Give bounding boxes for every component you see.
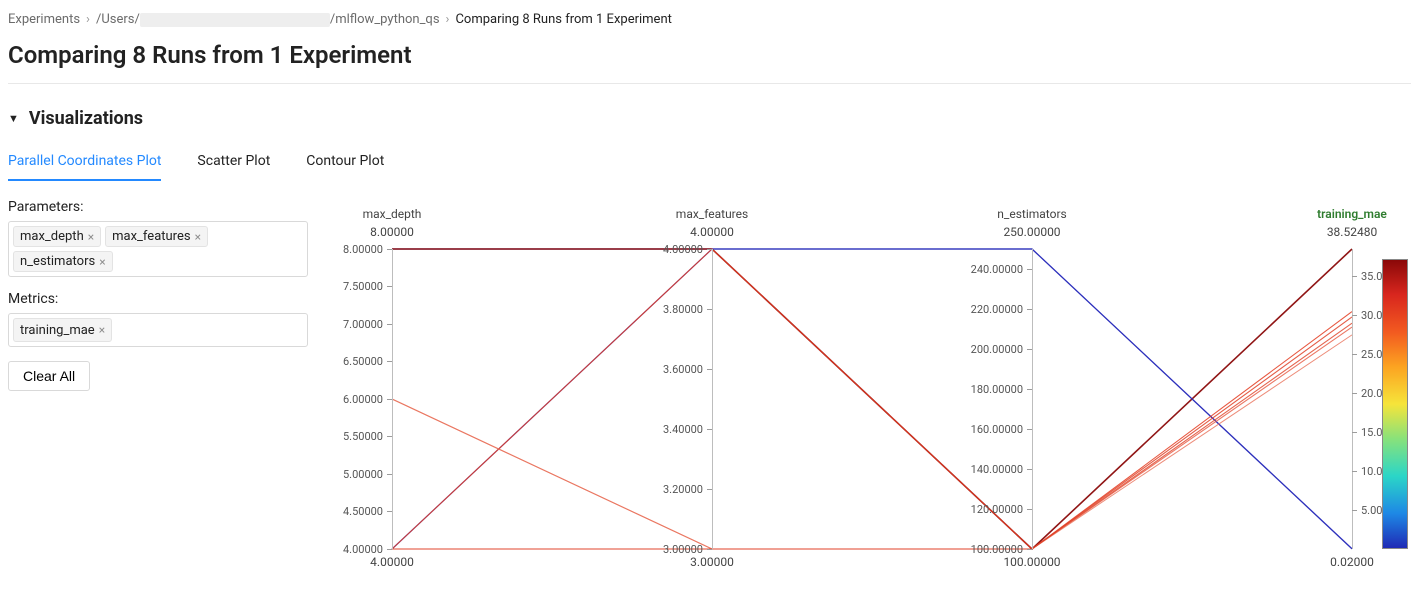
run-line[interactable]: [392, 327, 1352, 549]
tab-scatter-plot[interactable]: Scatter Plot: [197, 147, 270, 181]
axis-tick: 120.00000: [962, 502, 1032, 516]
axis-tick: 220.00000: [962, 302, 1032, 316]
clear-all-button[interactable]: Clear All: [8, 361, 90, 391]
axis-tick: 4.00000: [322, 542, 392, 556]
breadcrumb: Experiments › /Users/ /mlflow_python_qs ›…: [8, 8, 1411, 37]
axis-tick: 160.00000: [962, 422, 1032, 436]
remove-chip-icon[interactable]: ×: [99, 323, 105, 337]
axis-tick: 3.60000: [642, 362, 712, 376]
axis-tick: 4.50000: [322, 505, 392, 519]
run-line[interactable]: [392, 317, 1352, 549]
axis-tick: 4.00000: [642, 242, 712, 256]
axis-top-value: 4.00000: [690, 225, 734, 239]
axis-title-training_mae: training_mae: [1317, 207, 1387, 221]
chip-label: max_depth: [20, 229, 84, 244]
color-scale: [1382, 259, 1408, 549]
metric-chip-training_mae[interactable]: training_mae ×: [13, 318, 112, 342]
chip-label: n_estimators: [20, 254, 95, 269]
parallel-coordinates-chart[interactable]: max_depth 8.00000 4.00000 8.00000 7.50000 7.0…: [322, 199, 1411, 579]
tabs: Parallel Coordinates Plot Scatter Plot Con…: [8, 147, 1411, 181]
axis-tick: 3.40000: [642, 422, 712, 436]
breadcrumb-path-suffix: /mlflow_python_qs: [330, 12, 440, 27]
axis-tick: 5.50000: [322, 430, 392, 444]
parameters-label: Parameters:: [8, 199, 308, 215]
chip-label: training_mae: [20, 323, 95, 338]
axis-title-n_estimators: n_estimators: [997, 207, 1066, 221]
breadcrumb-root-link[interactable]: Experiments: [8, 12, 80, 27]
axis-top-value: 250.00000: [1003, 225, 1060, 239]
collapse-triangle-icon[interactable]: ▼: [8, 112, 19, 125]
divider: [8, 83, 1411, 84]
breadcrumb-path-link[interactable]: /Users/ /mlflow_python_qs: [96, 12, 440, 27]
breadcrumb-path-prefix: /Users/: [96, 12, 140, 27]
axis-tick: 180.00000: [962, 382, 1032, 396]
run-line[interactable]: [392, 249, 1352, 549]
axis-tick: 3.20000: [642, 482, 712, 496]
run-line[interactable]: [392, 335, 1352, 549]
remove-chip-icon[interactable]: ×: [99, 255, 105, 269]
chip-label: max_features: [112, 229, 190, 244]
section-header[interactable]: ▼ Visualizations: [8, 108, 1411, 129]
controls-panel: Parameters: max_depth×max_features×n_est…: [8, 199, 308, 579]
parameter-chip-n_estimators[interactable]: n_estimators ×: [13, 251, 113, 272]
tab-contour-plot[interactable]: Contour Plot: [306, 147, 384, 181]
breadcrumb-current: Comparing 8 Runs from 1 Experiment: [455, 12, 671, 27]
chevron-right-icon: ›: [86, 12, 90, 27]
run-line[interactable]: [392, 323, 1352, 549]
tab-parallel-coordinates-plot[interactable]: Parallel Coordinates Plot: [8, 147, 161, 181]
parameter-chip-max_depth[interactable]: max_depth ×: [13, 226, 101, 247]
remove-chip-icon[interactable]: ×: [195, 230, 201, 244]
axis-tick: 6.50000: [322, 355, 392, 369]
axis-max_depth[interactable]: [392, 249, 393, 549]
axis-top-value: 8.00000: [370, 225, 414, 239]
axis-tick: 240.00000: [962, 262, 1032, 276]
axis-bottom-value: 100.00000: [1003, 555, 1060, 569]
axis-tick: 6.00000: [322, 392, 392, 406]
axis-tick: 5.00000: [322, 467, 392, 481]
axis-tick: 3.00000: [642, 542, 712, 556]
parameters-input[interactable]: max_depth × max_features × n_estimators ×: [8, 221, 308, 277]
axis-top-value: 38.52480: [1327, 225, 1377, 239]
page-title: Comparing 8 Runs from 1 Experiment: [8, 41, 1411, 69]
axis-tick: 140.00000: [962, 462, 1032, 476]
axis-tick: 7.00000: [322, 317, 392, 331]
axis-tick: 8.00000: [322, 242, 392, 256]
section-title: Visualizations: [29, 108, 143, 129]
axis-bottom-value: 0.02000: [1330, 555, 1374, 569]
chevron-right-icon: ›: [446, 12, 450, 27]
axis-tick: 7.50000: [322, 280, 392, 294]
axis-tick: 100.00000: [962, 542, 1032, 556]
axis-tick: 3.80000: [642, 302, 712, 316]
remove-chip-icon[interactable]: ×: [88, 230, 94, 244]
axis-bottom-value: 3.00000: [690, 555, 734, 569]
axis-bottom-value: 4.00000: [370, 555, 414, 569]
redacted-segment: [140, 13, 330, 27]
axis-max_features[interactable]: [712, 249, 713, 549]
axis-n_estimators[interactable]: [1032, 249, 1033, 549]
axis-title-max_depth: max_depth: [363, 207, 422, 221]
metrics-label: Metrics:: [8, 291, 308, 307]
axis-tick: 200.00000: [962, 342, 1032, 356]
metrics-input[interactable]: training_mae ×: [8, 313, 308, 347]
parameter-chip-max_features[interactable]: max_features ×: [105, 226, 208, 247]
axis-title-max_features: max_features: [676, 207, 748, 221]
